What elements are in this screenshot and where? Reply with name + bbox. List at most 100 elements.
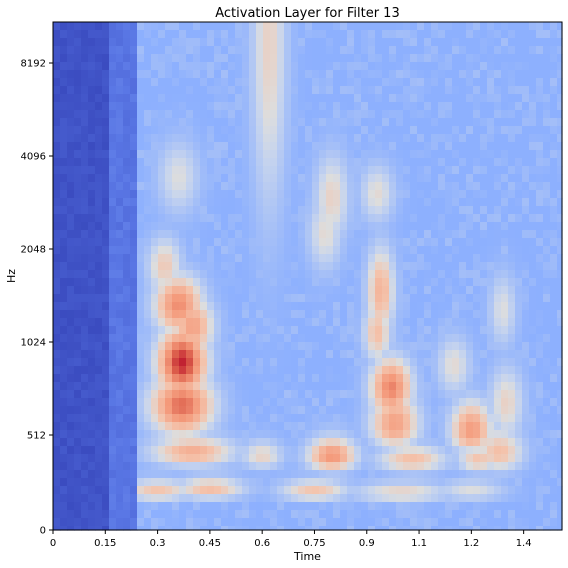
heatmap-cell	[214, 278, 222, 287]
heatmap-cell	[361, 158, 369, 167]
heatmap-cell	[347, 46, 355, 55]
heatmap-cell	[221, 134, 229, 143]
heatmap-cell	[389, 454, 397, 463]
heatmap-cell	[508, 102, 516, 111]
heatmap-cell	[501, 270, 509, 279]
heatmap-cell	[389, 54, 397, 63]
heatmap-cell	[60, 406, 68, 415]
heatmap-cell	[473, 502, 481, 511]
heatmap-cell	[228, 310, 236, 319]
heatmap-cell	[438, 414, 446, 423]
heatmap-cell	[368, 54, 376, 63]
heatmap-cell	[158, 470, 166, 479]
heatmap-cell	[116, 222, 124, 231]
heatmap-cell	[424, 486, 432, 495]
heatmap-cell	[403, 78, 411, 87]
heatmap-cell	[123, 46, 131, 55]
heatmap-cell	[347, 462, 355, 471]
heatmap-cell	[459, 134, 467, 143]
heatmap-cell	[340, 142, 348, 151]
heatmap-cell	[410, 462, 418, 471]
heatmap-cell	[494, 342, 502, 351]
heatmap-cell	[88, 286, 96, 295]
heatmap-cell	[186, 118, 194, 127]
heatmap-cell	[459, 230, 467, 239]
heatmap-cell	[221, 406, 229, 415]
heatmap-cell	[151, 110, 159, 119]
heatmap-cell	[522, 174, 530, 183]
heatmap-cell	[305, 310, 313, 319]
heatmap-cell	[487, 126, 495, 135]
heatmap-cell	[480, 246, 488, 255]
heatmap-cell	[179, 502, 187, 511]
heatmap-cell	[389, 190, 397, 199]
heatmap-cell	[102, 62, 110, 71]
heatmap-cell	[487, 358, 495, 367]
heatmap-cell	[508, 318, 516, 327]
heatmap-cell	[508, 382, 516, 391]
heatmap-cell	[221, 126, 229, 135]
heatmap-cell	[543, 326, 551, 335]
heatmap-cell	[249, 502, 257, 511]
heatmap-cell	[263, 214, 271, 223]
heatmap-cell	[375, 502, 383, 511]
heatmap-cell	[431, 22, 439, 31]
heatmap-cell	[151, 262, 159, 271]
heatmap-cell	[473, 526, 481, 531]
heatmap-cell	[466, 334, 474, 343]
heatmap-cell	[431, 510, 439, 519]
heatmap-cell	[389, 406, 397, 415]
heatmap-cell	[256, 510, 264, 519]
heatmap-cell	[109, 494, 117, 503]
heatmap-cell	[508, 222, 516, 231]
heatmap-cell	[151, 502, 159, 511]
heatmap-cell	[53, 494, 61, 503]
heatmap-cell	[158, 334, 166, 343]
heatmap-cell	[165, 462, 173, 471]
heatmap-cell	[130, 454, 138, 463]
heatmap-cell	[480, 126, 488, 135]
heatmap-cell	[522, 102, 530, 111]
heatmap-cell	[382, 174, 390, 183]
heatmap-cell	[536, 526, 544, 531]
heatmap-cell	[529, 406, 537, 415]
heatmap-cell	[228, 430, 236, 439]
heatmap-cell	[109, 110, 117, 119]
heatmap-cell	[361, 358, 369, 367]
heatmap-cell	[158, 150, 166, 159]
heatmap-cell	[74, 526, 82, 531]
heatmap-cell	[410, 318, 418, 327]
heatmap-cell	[207, 110, 215, 119]
heatmap-cell	[298, 182, 306, 191]
heatmap-cell	[158, 54, 166, 63]
heatmap-cell	[550, 78, 558, 87]
heatmap-cell	[179, 54, 187, 63]
heatmap-cell	[81, 206, 89, 215]
heatmap-cell	[340, 22, 348, 31]
heatmap-cell	[235, 462, 243, 471]
heatmap-cell	[60, 446, 68, 455]
heatmap-cell	[144, 334, 152, 343]
heatmap-cell	[305, 86, 313, 95]
heatmap-cell	[186, 398, 194, 407]
heatmap-cell	[305, 294, 313, 303]
heatmap-cell	[172, 102, 180, 111]
heatmap-cell	[508, 390, 516, 399]
heatmap-cell	[550, 126, 558, 135]
heatmap-cell	[109, 334, 117, 343]
heatmap-cell	[368, 518, 376, 527]
heatmap-cell	[277, 398, 285, 407]
heatmap-cell	[172, 78, 180, 87]
heatmap-cell	[228, 246, 236, 255]
heatmap-cell	[249, 22, 257, 31]
heatmap-cell	[158, 78, 166, 87]
heatmap-cell	[228, 502, 236, 511]
heatmap-cell	[480, 382, 488, 391]
heatmap-cell	[179, 510, 187, 519]
heatmap-cell	[270, 310, 278, 319]
heatmap-cell	[214, 294, 222, 303]
heatmap-cell	[396, 382, 404, 391]
heatmap-cell	[186, 102, 194, 111]
heatmap-cell	[515, 462, 523, 471]
heatmap-cell	[354, 478, 362, 487]
